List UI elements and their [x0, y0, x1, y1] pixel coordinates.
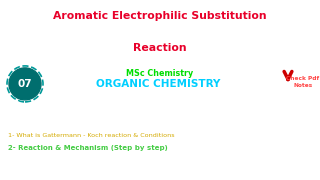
Text: 07: 07	[18, 79, 32, 89]
Text: Aromatic Electrophilic Substitution: Aromatic Electrophilic Substitution	[53, 11, 267, 21]
Text: MSc Chemistry: MSc Chemistry	[126, 69, 194, 78]
Text: 2- Reaction & Mechanism (Step by step): 2- Reaction & Mechanism (Step by step)	[8, 145, 168, 151]
Text: ORGANIC CHEMISTRY: ORGANIC CHEMISTRY	[96, 79, 220, 89]
Text: Gattermann - Koch Reaction: Gattermann - Koch Reaction	[8, 101, 263, 116]
Text: 1- What is Gattermann - Koch reaction & Conditions: 1- What is Gattermann - Koch reaction & …	[8, 133, 175, 138]
Ellipse shape	[9, 68, 41, 100]
Text: Reaction: Reaction	[133, 43, 187, 53]
Text: Check Pdf
Notes: Check Pdf Notes	[286, 76, 320, 88]
